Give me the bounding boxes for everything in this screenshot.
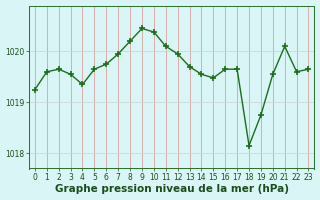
X-axis label: Graphe pression niveau de la mer (hPa): Graphe pression niveau de la mer (hPa) <box>55 184 289 194</box>
